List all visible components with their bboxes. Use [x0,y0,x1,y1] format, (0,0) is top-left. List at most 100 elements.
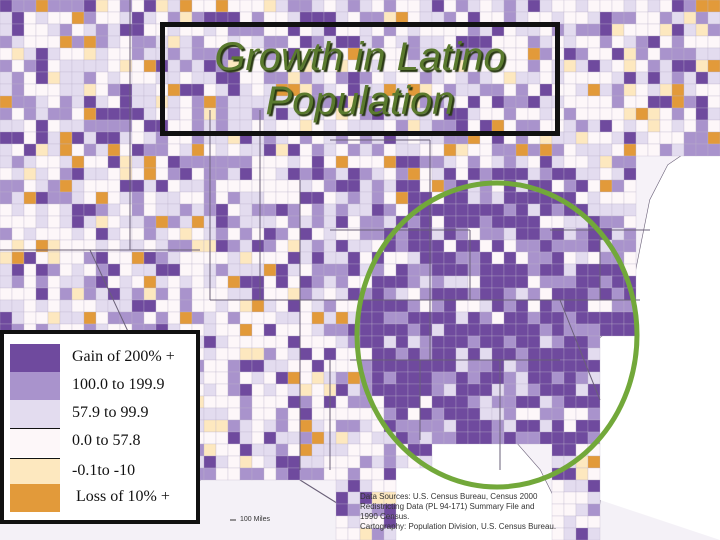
county-cell [431,239,445,253]
county-cell [587,107,601,121]
county-cell [335,251,349,265]
county-cell [47,191,61,205]
county-cell [23,0,37,13]
county-cell [527,275,541,289]
county-cell [179,215,193,229]
county-cell [107,131,121,145]
county-cell [347,251,361,265]
county-cell [563,167,577,181]
county-cell [167,179,181,193]
county-cell [59,263,73,277]
county-cell [35,167,49,181]
county-cell [59,155,73,169]
county-cell [23,71,37,85]
county-cell [515,275,529,289]
county-cell [371,287,385,301]
county-cell [275,359,289,373]
county-cell [491,143,505,157]
county-cell [395,263,409,277]
county-cell [575,299,589,313]
county-cell [143,203,157,217]
county-cell [191,275,205,289]
county-cell [215,467,229,481]
county-cell [131,71,145,85]
county-cell [359,311,373,325]
county-cell [227,323,241,337]
county-cell [443,263,457,277]
county-cell [479,431,493,445]
county-cell [0,83,13,97]
county-cell [47,35,61,49]
county-cell [0,155,13,169]
county-cell [95,107,109,121]
county-cell [371,479,385,493]
county-cell [371,191,385,205]
county-cell [215,395,229,409]
county-cell [347,239,361,253]
county-cell [131,167,145,181]
county-cell [215,239,229,253]
county-cell [167,215,181,229]
county-cell [143,167,157,181]
county-cell [407,431,421,445]
county-cell [599,155,613,169]
county-cell [11,275,25,289]
county-cell [383,467,397,481]
county-cell [671,119,685,133]
county-cell [527,311,541,325]
county-cell [23,299,37,313]
county-cell [347,275,361,289]
county-cell [83,71,97,85]
county-cell [335,479,349,493]
county-cell [527,251,541,265]
source-line: Data Sources: U.S. Census Bureau, Census… [360,492,538,501]
county-cell [575,107,589,121]
county-cell [203,299,217,313]
county-cell [47,287,61,301]
county-cell [0,179,13,193]
county-cell [299,0,313,13]
county-cell [491,311,505,325]
county-cell [83,23,97,37]
county-cell [587,239,601,253]
county-cell [335,0,349,13]
county-cell [227,395,241,409]
county-cell [335,407,349,421]
county-cell [143,23,157,37]
county-cell [299,347,313,361]
county-cell [503,371,517,385]
county-cell [683,71,697,85]
county-cell [227,239,241,253]
county-cell [215,407,229,421]
county-cell [443,167,457,181]
county-cell [419,395,433,409]
county-cell [251,311,265,325]
county-cell [551,383,565,397]
county-cell [563,71,577,85]
county-cell [599,299,613,313]
county-cell [347,0,361,13]
county-cell [227,467,241,481]
county-cell [659,11,673,25]
county-cell [275,215,289,229]
county-cell [107,143,121,157]
county-cell [491,431,505,445]
county-cell [383,275,397,289]
county-cell [287,347,301,361]
county-cell [227,383,241,397]
county-cell [287,263,301,277]
county-cell [155,143,169,157]
county-cell [575,239,589,253]
county-cell [311,191,325,205]
county-cell [275,287,289,301]
county-cell [191,155,205,169]
county-cell [707,71,720,85]
county-cell [227,143,241,157]
county-cell [527,239,541,253]
county-cell [275,263,289,277]
county-cell [143,95,157,109]
county-cell [407,275,421,289]
county-cell [455,383,469,397]
county-cell [131,227,145,241]
